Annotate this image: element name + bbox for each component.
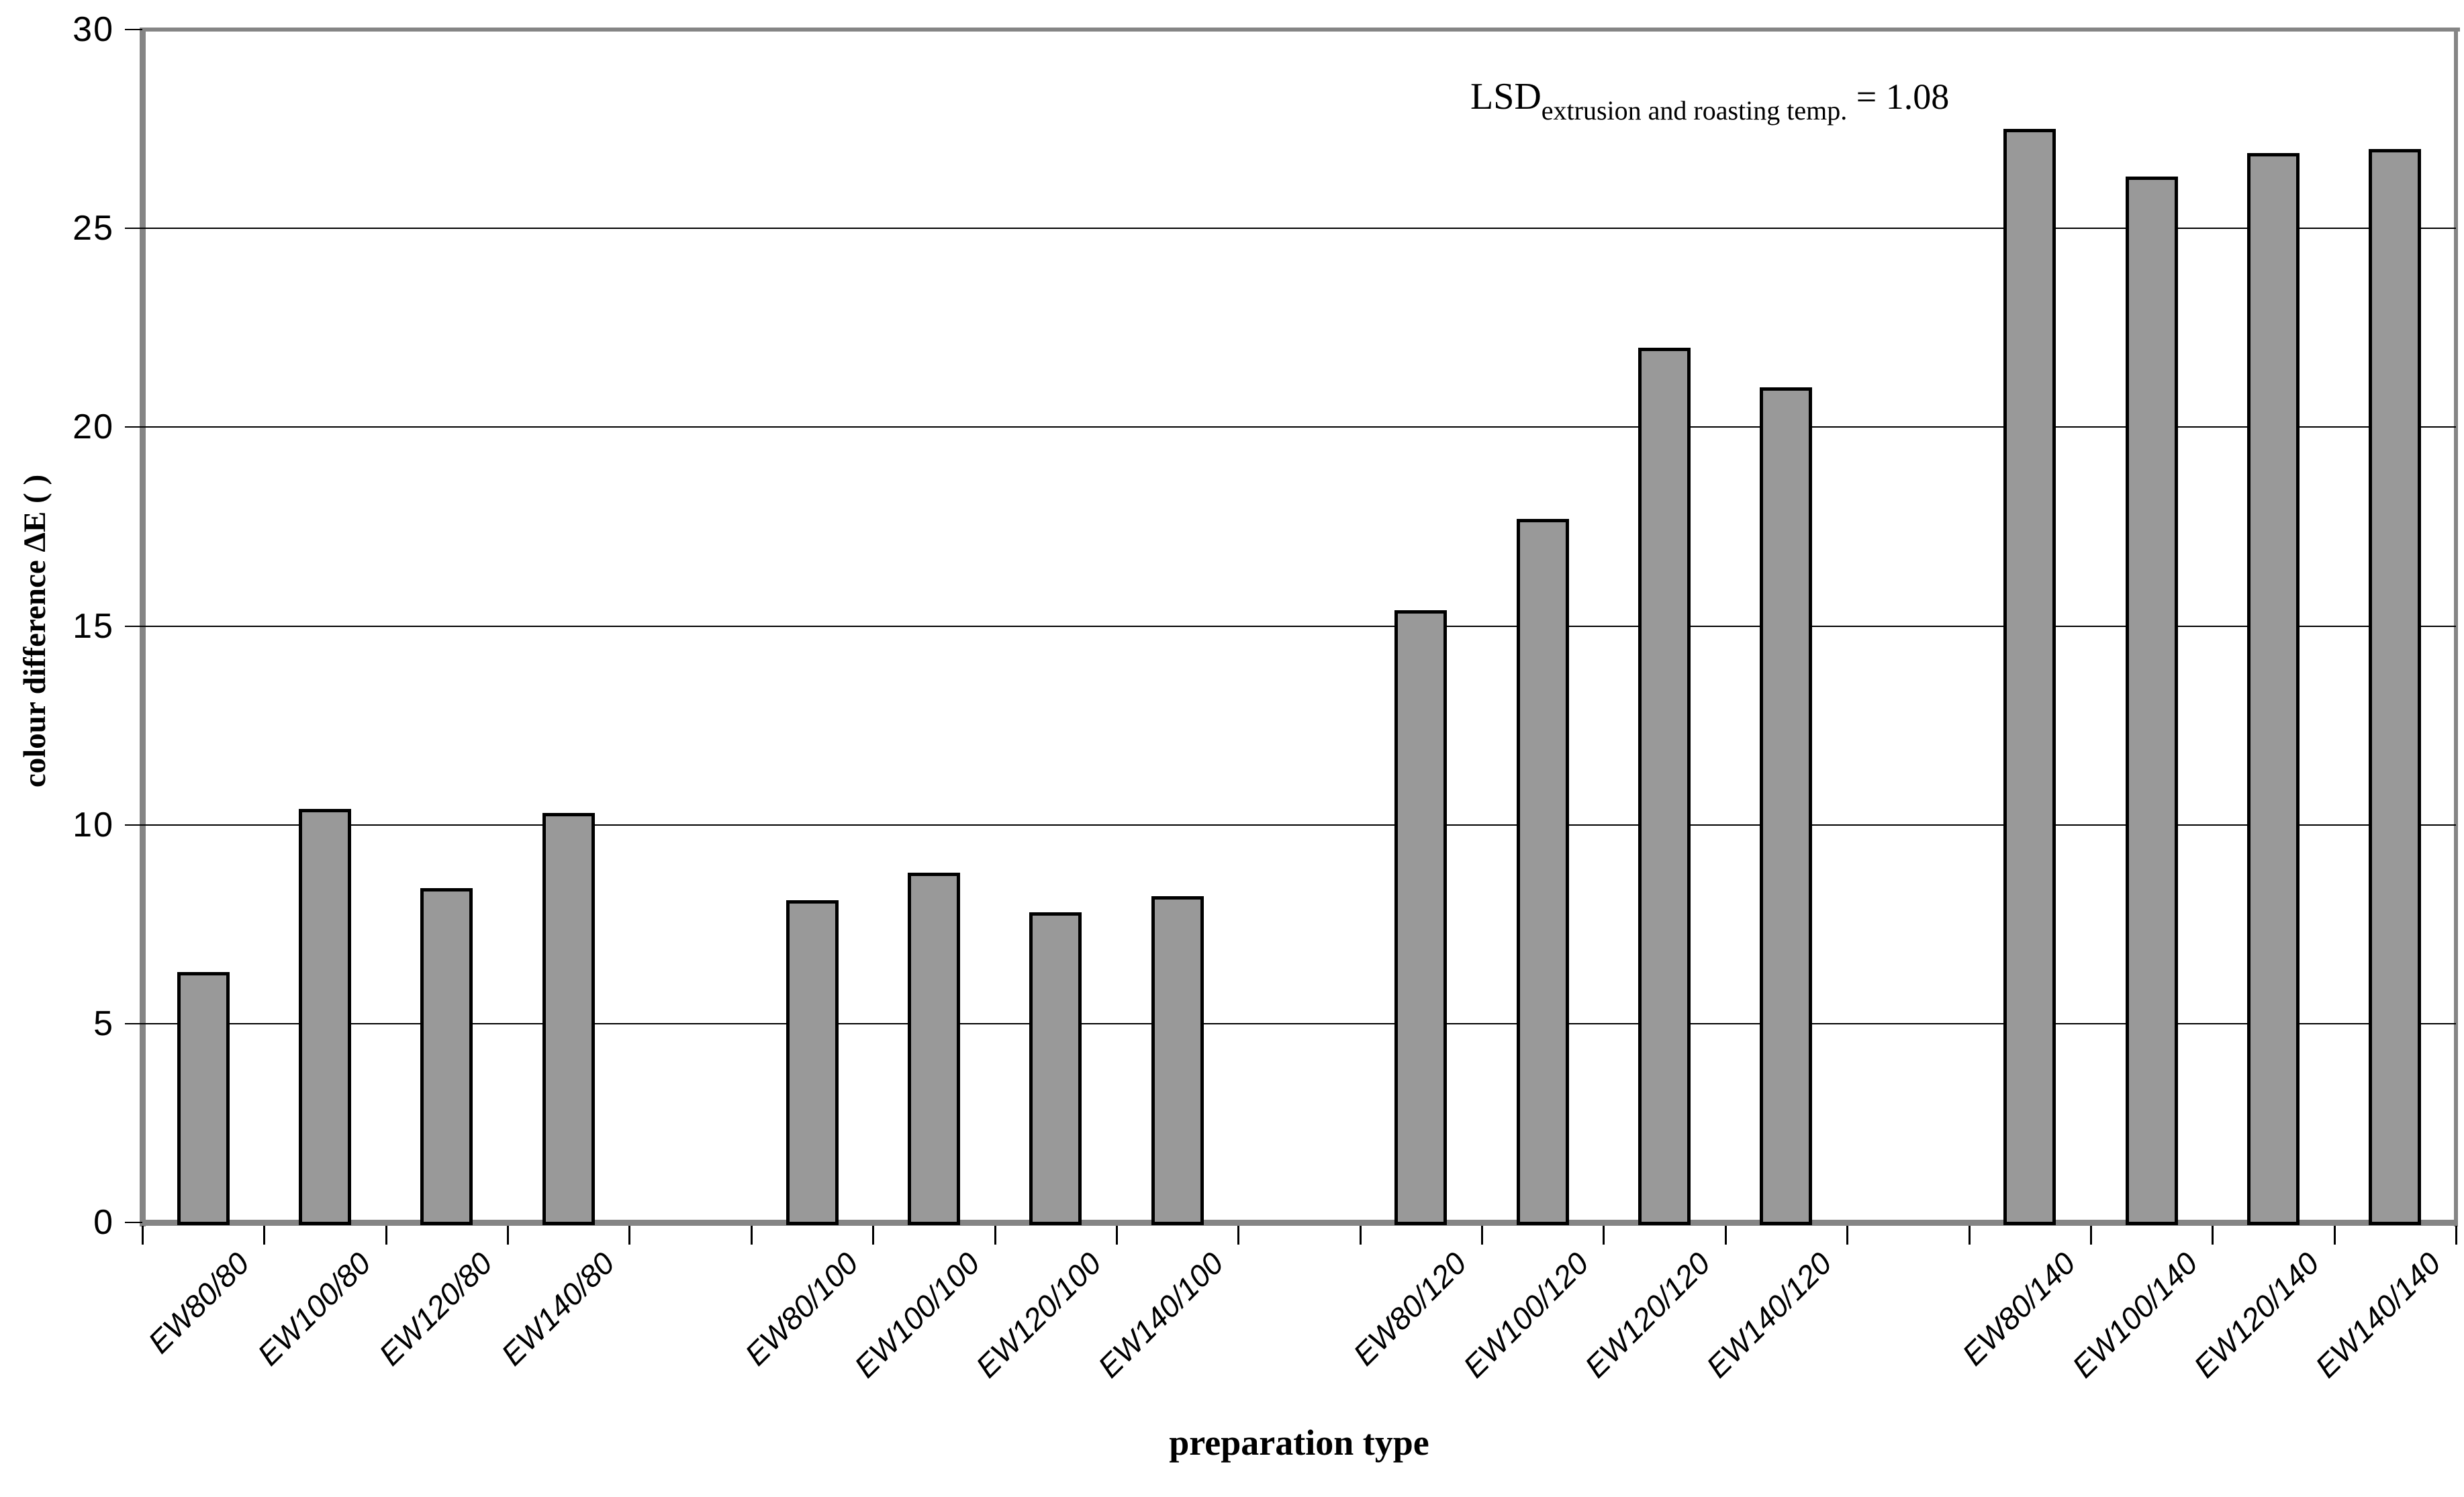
gridline-10 (142, 824, 2456, 826)
x-axis-line (140, 1220, 2458, 1226)
bar-ew80-100 (786, 900, 839, 1225)
bar-ew80-120 (1394, 610, 1448, 1225)
y-tick-5 (125, 1022, 142, 1024)
y-tick-label-20: 20 (73, 407, 114, 447)
x-tick-9 (1237, 1226, 1240, 1245)
x-tick-7 (994, 1226, 996, 1245)
y-axis-line (140, 28, 146, 1226)
x-tick-15 (1968, 1226, 1971, 1245)
bar-ew140-140 (2369, 148, 2422, 1225)
x-tick-12 (1603, 1226, 1605, 1245)
y-tick-0 (125, 1222, 142, 1223)
y-tick-30 (125, 29, 142, 30)
x-tick-0 (142, 1226, 144, 1245)
x-tick-6 (872, 1226, 875, 1245)
x-tick-10 (1359, 1226, 1362, 1245)
x-axis-title: preparation type (1169, 1422, 1429, 1463)
bar-ew140-80 (542, 812, 595, 1225)
x-tick-3 (507, 1226, 510, 1245)
x-tick-1 (263, 1226, 266, 1245)
y-tick-label-0: 0 (93, 1203, 114, 1242)
x-tick-5 (750, 1226, 753, 1245)
lsd-annotation-value: = 1.08 (1847, 77, 1950, 117)
bar-ew120-100 (1029, 912, 1082, 1225)
y-tick-label-5: 5 (93, 1004, 114, 1043)
gridline-20 (142, 426, 2456, 428)
x-tick-17 (2212, 1226, 2214, 1245)
lsd-annotation-subscript: extrusion and roasting temp. (1541, 95, 1848, 126)
bar-ew80-140 (2003, 129, 2056, 1225)
x-tick-2 (385, 1226, 387, 1245)
x-tick-19 (2455, 1226, 2457, 1245)
bar-ew100-80 (299, 808, 352, 1225)
y-axis-title: colour difference ΔE ( ) (17, 474, 52, 788)
bar-ew140-100 (1151, 896, 1204, 1225)
bar-ew120-80 (420, 888, 473, 1225)
y-tick-15 (125, 625, 142, 627)
plot-frame-top (140, 28, 2460, 32)
y-tick-label-25: 25 (73, 209, 114, 248)
bar-ew100-120 (1516, 518, 1569, 1225)
x-tick-11 (1481, 1226, 1484, 1245)
x-tick-14 (1846, 1226, 1849, 1245)
y-tick-25 (125, 228, 142, 230)
gridline-15 (142, 625, 2456, 627)
lsd-annotation: LSDextrusion and roasting temp. = 1.08 (1470, 75, 1949, 126)
bar-ew80-80 (177, 971, 230, 1225)
x-tick-8 (1115, 1226, 1118, 1245)
y-tick-label-30: 30 (73, 10, 114, 49)
bar-ew100-100 (907, 872, 960, 1225)
bar-ew120-140 (2246, 152, 2300, 1225)
gridline-25 (142, 228, 2456, 230)
lsd-annotation-prefix: LSD (1470, 76, 1542, 117)
bar-ew100-140 (2125, 177, 2178, 1225)
x-tick-16 (2089, 1226, 2092, 1245)
y-tick-label-15: 15 (73, 606, 114, 646)
y-tick-label-10: 10 (73, 805, 114, 844)
gridline-5 (142, 1022, 2456, 1024)
bar-ew120-120 (1638, 347, 1691, 1225)
y-tick-20 (125, 426, 142, 428)
x-tick-13 (1724, 1226, 1727, 1245)
x-tick-4 (628, 1226, 631, 1245)
plot-frame-right (2454, 28, 2458, 1226)
bar-ew140-120 (1760, 387, 1813, 1225)
x-tick-18 (2333, 1226, 2336, 1245)
y-tick-10 (125, 824, 142, 826)
